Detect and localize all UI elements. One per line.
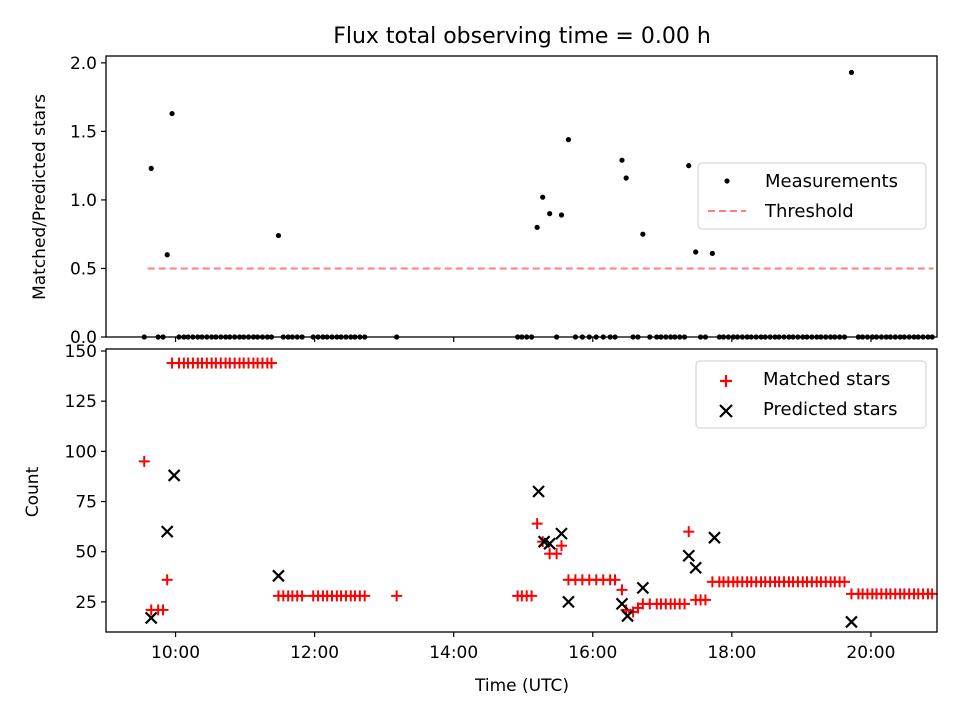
predicted-star-point bbox=[555, 527, 568, 540]
count-legend-frame bbox=[695, 360, 927, 429]
x-axis-label: Time (UTC) bbox=[474, 676, 569, 696]
ratio-y-axis-label: Matched/Predicted stars bbox=[30, 94, 50, 300]
measurement-point bbox=[693, 249, 699, 255]
measurement-point bbox=[623, 175, 629, 181]
threshold-legend-label: Threshold bbox=[764, 201, 854, 222]
ratio-y-tick-label: 1.5 bbox=[70, 122, 97, 142]
ratio-legend-frame bbox=[697, 162, 927, 230]
predicted-star-point bbox=[636, 581, 650, 595]
matched-stars-legend-marker bbox=[720, 375, 732, 387]
measurement-point bbox=[148, 165, 154, 171]
matched-star-point bbox=[616, 584, 628, 596]
matched-star-point bbox=[926, 588, 938, 600]
count-y-tick-label: 150 bbox=[65, 342, 97, 362]
x-tick-label: 16:00 bbox=[568, 643, 617, 663]
measurement-point bbox=[619, 157, 625, 163]
matched-star-point bbox=[683, 526, 695, 538]
matched-star-point bbox=[531, 518, 543, 530]
measurement-point bbox=[547, 211, 553, 217]
count-y-tick-label: 100 bbox=[65, 442, 97, 462]
predicted-star-point bbox=[543, 537, 556, 550]
predicted-star-point bbox=[708, 531, 721, 544]
measurement-point bbox=[565, 137, 572, 143]
matched-star-point bbox=[839, 576, 851, 588]
matched-star-point bbox=[609, 574, 621, 586]
measurement-point bbox=[686, 163, 692, 169]
ratio-y-tick-label: 0.0 bbox=[70, 328, 97, 348]
x-tick-label: 20:00 bbox=[846, 643, 895, 663]
measurement-point bbox=[169, 110, 175, 117]
count-y-tick-label: 25 bbox=[75, 593, 97, 613]
ratio-subplot: 0.00.51.01.52.0 Matched/Predicted stars … bbox=[30, 54, 938, 348]
x-tick-label: 14:00 bbox=[429, 643, 478, 663]
ratio-y-tick-label: 1.0 bbox=[70, 191, 97, 211]
matched-star-point bbox=[526, 590, 538, 602]
predicted-star-point bbox=[682, 549, 696, 563]
count-legend: Matched stars Predicted stars bbox=[695, 360, 927, 429]
count-subplot: 25 50 75 100 125 150 10:00 12:00 14:00 16:00 18:00… bbox=[23, 342, 938, 696]
matched-stars-series bbox=[138, 357, 938, 618]
matched-star-point bbox=[699, 594, 711, 606]
measurement-point bbox=[709, 250, 715, 256]
count-plot-area: 25 50 75 100 125 150 10:00 12:00 14:00 16:00 18:00… bbox=[65, 342, 938, 663]
predicted-stars-legend-label: Predicted stars bbox=[763, 399, 897, 420]
measurement-point bbox=[164, 252, 170, 258]
ratio-y-tick-label: 0.5 bbox=[70, 259, 97, 279]
predicted-star-point bbox=[272, 569, 285, 583]
predicted-stars-series bbox=[144, 469, 858, 629]
count-y-tick-label: 75 bbox=[75, 493, 97, 513]
count-y-tick-label: 50 bbox=[75, 543, 97, 563]
measurement-point bbox=[640, 231, 646, 237]
predicted-star-point bbox=[562, 595, 575, 609]
matched-star-point bbox=[296, 590, 308, 602]
ratio-y-tick-label: 2.0 bbox=[70, 54, 97, 74]
matched-star-point bbox=[138, 455, 150, 467]
measurement-point bbox=[540, 194, 546, 200]
matched-star-point bbox=[266, 357, 278, 369]
predicted-star-point bbox=[167, 469, 181, 482]
x-tick-label: 18:00 bbox=[707, 643, 756, 663]
measurements-series bbox=[141, 69, 935, 340]
measurement-point bbox=[558, 212, 565, 218]
count-axes-frame bbox=[105, 348, 938, 633]
ratio-legend: Measurements Threshold bbox=[697, 162, 927, 230]
ratio-axes-frame bbox=[105, 55, 938, 338]
predicted-star-point bbox=[532, 485, 545, 498]
matched-star-point bbox=[161, 574, 173, 586]
x-tick-label: 10:00 bbox=[151, 643, 200, 663]
measurement-point bbox=[534, 224, 540, 230]
x-tick-label: 12:00 bbox=[290, 643, 339, 663]
measurements-legend-marker bbox=[724, 178, 730, 184]
ratio-plot-area: 0.0 0.5 1.0 1.5 2.0 bbox=[70, 54, 938, 348]
matched-star-point bbox=[555, 540, 567, 552]
matched-star-point bbox=[551, 548, 563, 560]
predicted-star-point bbox=[160, 525, 174, 538]
matched-star-point bbox=[391, 590, 403, 602]
measurement-point bbox=[275, 232, 282, 239]
count-y-axis-label: Count bbox=[23, 466, 43, 517]
predicted-star-point bbox=[615, 597, 629, 611]
matched-star-point bbox=[679, 598, 691, 610]
matched-star-point bbox=[359, 590, 371, 602]
predicted-star-point bbox=[689, 561, 702, 575]
chart-title: Flux total observing time = 0.00 h bbox=[333, 24, 711, 49]
count-y-tick-label: 125 bbox=[65, 392, 97, 412]
predicted-stars-legend-marker bbox=[719, 404, 733, 418]
measurement-point bbox=[848, 69, 855, 76]
predicted-star-point bbox=[144, 611, 158, 625]
matched-stars-legend-label: Matched stars bbox=[763, 369, 890, 390]
matched-star-point bbox=[157, 604, 169, 616]
predicted-star-point bbox=[845, 615, 858, 629]
predicted-star-point bbox=[621, 609, 634, 623]
measurements-legend-label: Measurements bbox=[765, 171, 898, 192]
